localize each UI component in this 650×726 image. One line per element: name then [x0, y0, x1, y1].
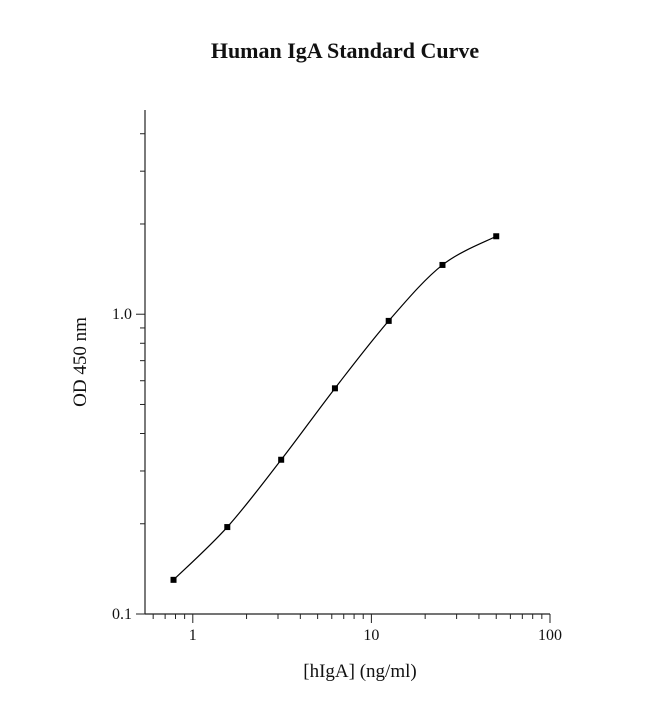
- data-point: [170, 576, 177, 583]
- x-tick-label: 1: [189, 627, 197, 644]
- data-point: [278, 456, 285, 463]
- x-tick-label: 10: [363, 627, 379, 644]
- data-point: [493, 233, 500, 240]
- data-point: [331, 385, 338, 392]
- x-axis-label: [hIgA] (ng/ml): [303, 661, 416, 682]
- y-axis-label: OD 450 nm: [70, 317, 91, 407]
- y-tick-label: 1.0: [112, 306, 132, 323]
- chart-title: Human IgA Standard Curve: [211, 38, 480, 63]
- data-point: [385, 317, 392, 324]
- x-tick-label: 100: [538, 627, 562, 644]
- curve: [173, 235, 497, 581]
- data-point: [439, 261, 446, 268]
- y-tick-label: 0.1: [112, 606, 132, 623]
- data-point: [224, 524, 231, 531]
